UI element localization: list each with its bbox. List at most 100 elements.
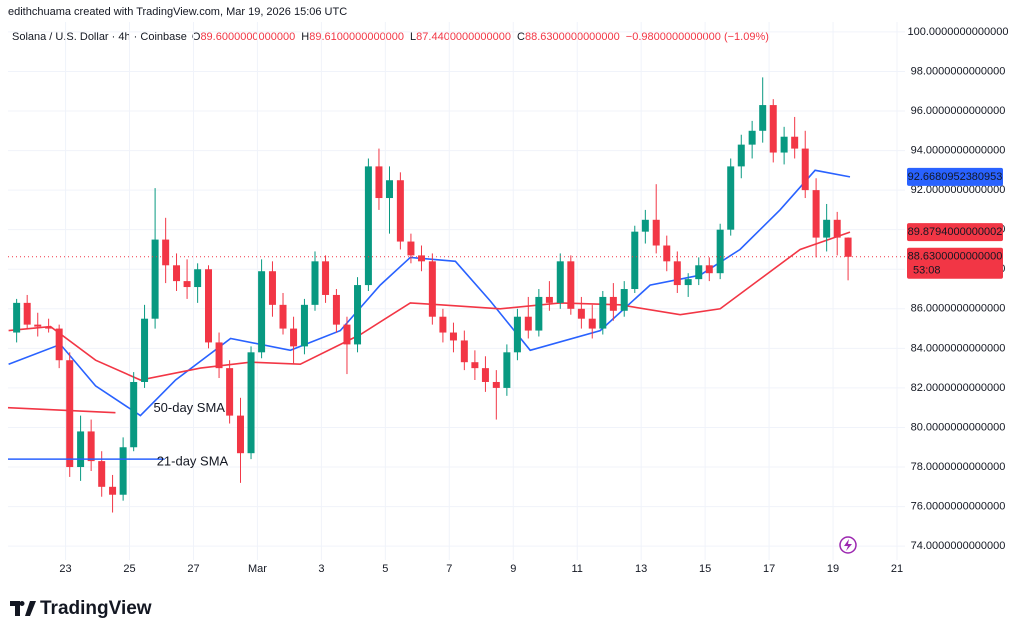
candle-body — [396, 180, 404, 242]
candle-body — [833, 219, 841, 238]
x-tick-label: Mar — [248, 563, 267, 575]
symbol: Solana / U.S. Dollar · 4h · Coinbase — [12, 31, 187, 43]
candle-body — [87, 431, 95, 462]
candle-body — [439, 316, 447, 333]
candle-body — [77, 431, 85, 468]
ohlc-value: 87.4400000000000 — [416, 31, 511, 43]
footer-logo: TradingView — [10, 598, 152, 619]
candle-body — [258, 271, 266, 353]
plot: 50-day SMA 21-day SMA 92.6680952380953 89.8… — [7, 77, 1003, 513]
candle-body — [481, 368, 489, 382]
candle-body — [524, 316, 532, 331]
candle-body — [503, 352, 511, 388]
footer-text: TradingView — [40, 598, 152, 619]
x-tick-label: 7 — [446, 563, 452, 575]
ohlc-key: L — [410, 31, 416, 43]
candle-body — [769, 105, 777, 153]
candle-body — [759, 105, 767, 131]
candle-body — [119, 447, 127, 495]
candle-body — [684, 279, 692, 286]
x-tick-label: 13 — [635, 563, 647, 575]
candle-body — [844, 237, 852, 257]
candle-body — [727, 166, 735, 230]
candle-body — [300, 304, 308, 347]
candle-body — [109, 486, 117, 495]
candle-body — [98, 461, 106, 487]
x-tick-label: 17 — [763, 563, 775, 575]
price-label-box — [907, 223, 1003, 242]
y-tick-label: 92.0000000000000 — [911, 184, 1006, 196]
price-label-box — [907, 167, 1003, 186]
candle-body — [737, 144, 745, 167]
alert-icon — [839, 536, 857, 554]
candle-body — [716, 229, 724, 274]
candle-body — [13, 302, 21, 333]
candle-body — [748, 130, 756, 145]
price-label: 92.6680952380953 — [908, 171, 1003, 183]
candle-body — [226, 368, 234, 416]
ohlc-value: 88.6300000000000 — [525, 31, 620, 43]
x-tick-label: 15 — [699, 563, 711, 575]
candle-body — [290, 328, 298, 347]
x-tick-label: 11 — [572, 563, 583, 575]
ohlc-key: O — [192, 31, 201, 43]
candle-body — [823, 219, 831, 238]
candle-body — [354, 285, 362, 345]
candle-body — [343, 324, 351, 345]
candle-body — [162, 239, 170, 266]
candle-body — [311, 261, 319, 305]
annotation-text: 21-day SMA — [157, 454, 229, 469]
candle-body — [173, 265, 181, 282]
annotation-text: 50-day SMA — [153, 400, 225, 415]
candle-body — [247, 352, 255, 454]
candle-body — [183, 281, 191, 288]
candle-body — [609, 296, 617, 311]
candle-body — [34, 324, 42, 327]
candle-body — [535, 296, 543, 331]
price-label: 89.8794000000002 — [908, 226, 1003, 238]
candle-body — [460, 340, 468, 363]
y-tick-label: 86.0000000000000 — [911, 303, 1006, 315]
candle-body — [151, 239, 159, 319]
x-tick-label: 5 — [382, 563, 388, 575]
candle-body — [588, 318, 596, 329]
candle-body — [449, 332, 457, 341]
candle-body — [695, 265, 703, 280]
candle-body — [791, 136, 799, 149]
y-tick-label: 98.0000000000000 — [911, 65, 1006, 77]
candle-body — [652, 219, 660, 246]
x-tick-label: 3 — [318, 563, 324, 575]
candle-body — [194, 269, 202, 288]
price-label: 88.6300000000000 — [908, 251, 1003, 263]
x-tick-label: 27 — [187, 563, 199, 575]
y-tick-label: 78.0000000000000 — [911, 461, 1006, 473]
candle-body — [471, 362, 479, 369]
candle-body — [428, 261, 436, 317]
y-tick-label: 96.0000000000000 — [911, 105, 1006, 117]
candle-body — [332, 294, 340, 325]
change: −0.9800000000000 (−1.09%) — [626, 31, 769, 43]
candle-body — [375, 166, 383, 199]
candle-body — [801, 148, 809, 191]
header: edithchuama created with TradingView.com… — [8, 6, 347, 18]
ohlc-value: 89.6000000000000 — [200, 31, 295, 43]
candle-body — [205, 269, 213, 343]
x-tick-label: 23 — [59, 563, 71, 575]
candle-body — [577, 308, 585, 319]
candle-body — [322, 261, 330, 295]
y-tick-label: 94.0000000000000 — [911, 144, 1006, 156]
candle-body — [279, 304, 287, 329]
candle-body — [641, 219, 649, 232]
y-tick-label: 80.0000000000000 — [911, 421, 1006, 433]
y-tick-label: 100.0000000000000 — [908, 26, 1009, 38]
candle-body — [141, 318, 149, 382]
y-tick-label: 74.0000000000000 — [911, 540, 1006, 552]
legend: Solana / U.S. Dollar · 4h · Coinbase O89.… — [12, 31, 769, 43]
candle-body — [812, 190, 820, 238]
candle-body — [599, 296, 607, 329]
x-tick-label: 21 — [891, 563, 903, 575]
candle-body — [386, 180, 394, 199]
candle-body — [492, 381, 500, 388]
